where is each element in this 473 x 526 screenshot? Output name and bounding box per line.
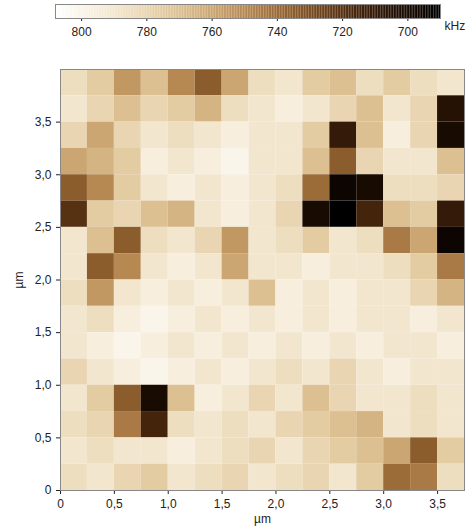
svg-text:1,5: 1,5 bbox=[35, 325, 52, 339]
svg-text:760: 760 bbox=[202, 25, 222, 39]
svg-text:µm: µm bbox=[12, 272, 26, 289]
svg-text:2,0: 2,0 bbox=[35, 273, 52, 287]
svg-text:0: 0 bbox=[45, 483, 52, 497]
svg-text:1,5: 1,5 bbox=[214, 497, 231, 511]
svg-text:µm: µm bbox=[254, 512, 271, 526]
svg-text:780: 780 bbox=[137, 25, 157, 39]
svg-text:0,5: 0,5 bbox=[106, 497, 123, 511]
svg-text:3,0: 3,0 bbox=[35, 168, 52, 182]
svg-text:700: 700 bbox=[398, 25, 418, 39]
svg-text:1,0: 1,0 bbox=[160, 497, 177, 511]
svg-text:720: 720 bbox=[333, 25, 353, 39]
svg-text:2,5: 2,5 bbox=[35, 220, 52, 234]
svg-text:2,5: 2,5 bbox=[321, 497, 338, 511]
svg-text:kHz: kHz bbox=[445, 19, 466, 33]
svg-text:3,5: 3,5 bbox=[35, 115, 52, 129]
svg-text:0,5: 0,5 bbox=[35, 431, 52, 445]
svg-text:1,0: 1,0 bbox=[35, 378, 52, 392]
svg-text:2,0: 2,0 bbox=[268, 497, 285, 511]
svg-text:3,5: 3,5 bbox=[429, 497, 446, 511]
svg-text:740: 740 bbox=[267, 25, 287, 39]
svg-text:800: 800 bbox=[72, 25, 92, 39]
svg-text:0: 0 bbox=[57, 497, 64, 511]
svg-text:3,0: 3,0 bbox=[375, 497, 392, 511]
